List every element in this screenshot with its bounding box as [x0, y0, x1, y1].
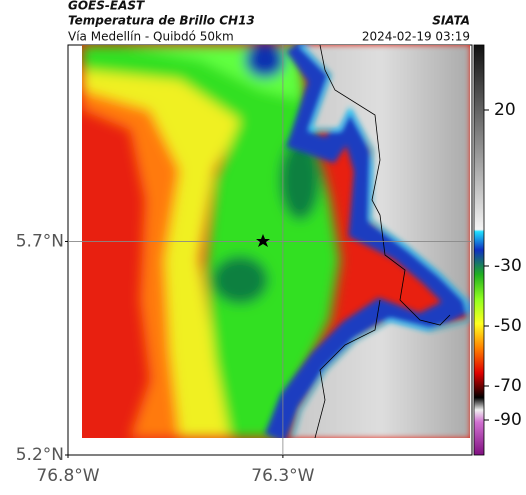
lat-tick-label: 5.7°N — [16, 231, 64, 251]
route: Vía Medellín - Quibdó 50km — [68, 30, 234, 44]
colorbar-tick-label: -70 — [494, 376, 522, 396]
lat-tick-label: 5.2°N — [16, 445, 64, 465]
colorbar-tick-label: -50 — [494, 316, 522, 336]
source: SIATA — [432, 14, 470, 28]
colorbar-tick-label: -30 — [494, 256, 522, 276]
satellite-name: GOES-EAST — [68, 0, 145, 13]
colorbar — [473, 44, 485, 456]
datetime: 2024-02-19 03:19 — [362, 30, 470, 44]
lon-tick-label: 76.8°W — [36, 466, 99, 486]
grid — [68, 45, 472, 455]
colorbar-tick-label: 20 — [494, 100, 516, 120]
product-title: Temperatura de Brillo CH13 — [68, 14, 255, 28]
lon-tick-label: 76.3°W — [251, 466, 314, 486]
colorbar-tick-label: -90 — [494, 410, 522, 430]
location-star — [256, 234, 270, 247]
satellite-image — [82, 45, 470, 438]
coastline — [314, 45, 451, 438]
